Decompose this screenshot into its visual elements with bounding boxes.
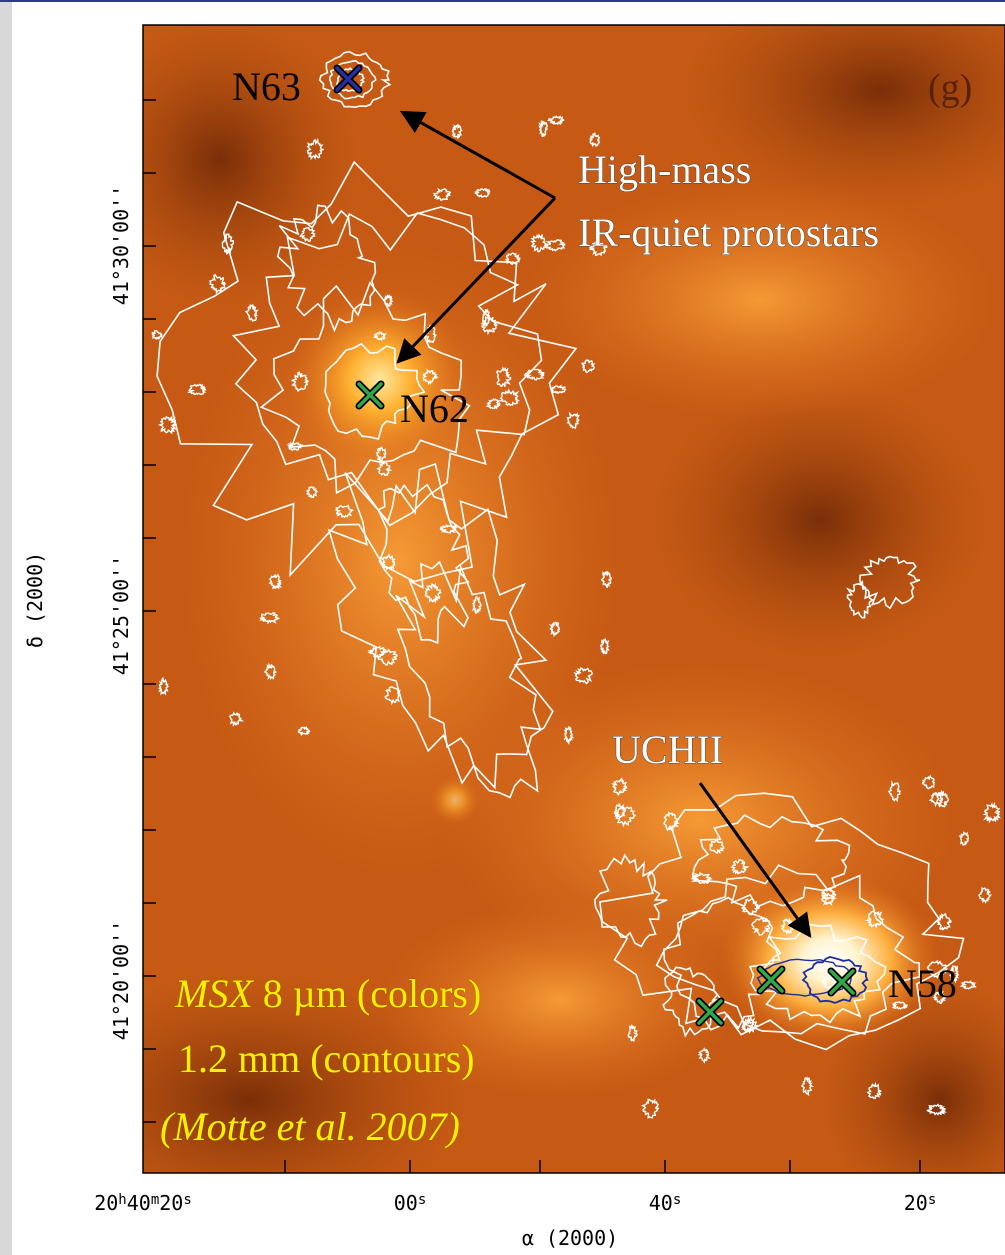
y-tick-label: 41°20'00'' xyxy=(109,920,133,1040)
superscript: h xyxy=(118,1192,126,1208)
superscript: s xyxy=(183,1192,191,1208)
legend-line: MSX 8 µm (colors) xyxy=(174,971,481,1016)
tick-text: 20 xyxy=(904,1191,928,1215)
panel-label: (g) xyxy=(928,67,972,109)
legend-italic: MSX xyxy=(174,971,254,1016)
dark-region xyxy=(650,380,990,660)
top-rule xyxy=(0,0,1005,2)
figure: 41°30'00'' 41°25'00'' 41°20'00'' δ (2000… xyxy=(0,0,1005,1255)
tick-text: 00 xyxy=(394,1191,418,1215)
glow xyxy=(430,775,480,825)
legend-line: (Motte et al. 2007) xyxy=(160,1104,460,1149)
superscript: s xyxy=(418,1192,426,1208)
annotation: UCHII xyxy=(612,727,723,772)
page: {"figure": { "panel_label": "(g)", "sour… xyxy=(0,0,1005,1255)
superscript: s xyxy=(673,1192,681,1208)
image xyxy=(30,0,1005,1230)
annotation: IR-quiet protostars xyxy=(578,210,879,255)
x-axis-label: α (2000) xyxy=(522,1226,618,1250)
y-tick-label: 41°30'00'' xyxy=(109,185,133,305)
annotation: High-mass xyxy=(578,147,751,192)
y-tick-label: 41°25'00'' xyxy=(109,555,133,675)
x-tick-label: 20h40m20s xyxy=(94,1191,192,1215)
tick-text: 20 xyxy=(159,1191,183,1215)
tick-text: 40 xyxy=(649,1191,673,1215)
source-label: N62 xyxy=(400,386,469,431)
legend-text: 8 µm (colors) xyxy=(253,971,482,1016)
superscript: s xyxy=(928,1192,936,1208)
source-label: N58 xyxy=(888,961,957,1006)
source-label: N63 xyxy=(232,64,301,109)
tick-text: 40 xyxy=(127,1191,151,1215)
tick-text: 20 xyxy=(94,1191,118,1215)
legend-line: 1.2 mm (contours) xyxy=(178,1036,475,1081)
y-axis-label: δ (2000) xyxy=(23,552,47,648)
superscript: m xyxy=(151,1192,159,1208)
side-strip xyxy=(0,0,12,1255)
